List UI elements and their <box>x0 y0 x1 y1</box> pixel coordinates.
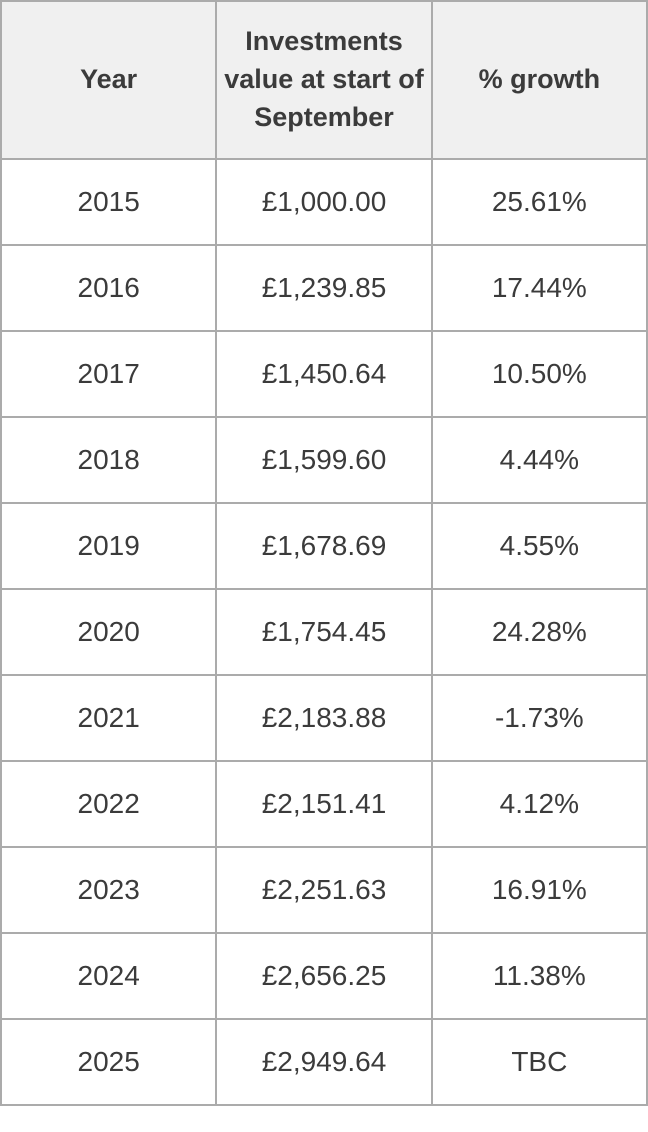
year-cell: 2019 <box>0 502 218 590</box>
table-row: 2020 £1,754.45 24.28% <box>0 588 648 676</box>
value-cell: £1,000.00 <box>215 158 433 246</box>
growth-cell: 25.61% <box>430 158 648 246</box>
column-header-percent-growth: % growth <box>430 0 648 160</box>
table-row: 2025 £2,949.64 TBC <box>0 1018 648 1106</box>
header-row: Year Investments value at start of Septe… <box>0 0 648 160</box>
value-cell: £1,678.69 <box>215 502 433 590</box>
year-cell: 2016 <box>0 244 218 332</box>
value-cell: £2,151.41 <box>215 760 433 848</box>
table-row: 2018 £1,599.60 4.44% <box>0 416 648 504</box>
value-cell: £2,656.25 <box>215 932 433 1020</box>
growth-cell: -1.73% <box>430 674 648 762</box>
growth-cell: 4.12% <box>430 760 648 848</box>
table-row: 2021 £2,183.88 -1.73% <box>0 674 648 762</box>
table-row: 2023 £2,251.63 16.91% <box>0 846 648 934</box>
growth-cell: 11.38% <box>430 932 648 1020</box>
value-cell: £1,599.60 <box>215 416 433 504</box>
growth-cell: 10.50% <box>430 330 648 418</box>
year-cell: 2025 <box>0 1018 218 1106</box>
growth-cell: 24.28% <box>430 588 648 676</box>
year-cell: 2021 <box>0 674 218 762</box>
growth-cell: 4.44% <box>430 416 648 504</box>
investments-growth-table: Year Investments value at start of Septe… <box>0 0 648 1106</box>
value-cell: £1,239.85 <box>215 244 433 332</box>
value-cell: £1,754.45 <box>215 588 433 676</box>
value-cell: £1,450.64 <box>215 330 433 418</box>
table-row: 2015 £1,000.00 25.61% <box>0 158 648 246</box>
year-cell: 2017 <box>0 330 218 418</box>
year-cell: 2024 <box>0 932 218 1020</box>
table-row: 2024 £2,656.25 11.38% <box>0 932 648 1020</box>
year-cell: 2020 <box>0 588 218 676</box>
value-cell: £2,949.64 <box>215 1018 433 1106</box>
value-cell: £2,183.88 <box>215 674 433 762</box>
year-cell: 2018 <box>0 416 218 504</box>
growth-cell: 16.91% <box>430 846 648 934</box>
year-cell: 2015 <box>0 158 218 246</box>
value-cell: £2,251.63 <box>215 846 433 934</box>
year-cell: 2022 <box>0 760 218 848</box>
table-row: 2017 £1,450.64 10.50% <box>0 330 648 418</box>
table-row: 2019 £1,678.69 4.55% <box>0 502 648 590</box>
growth-cell: TBC <box>430 1018 648 1106</box>
table-row: 2016 £1,239.85 17.44% <box>0 244 648 332</box>
column-header-year: Year <box>0 0 218 160</box>
growth-cell: 17.44% <box>430 244 648 332</box>
table-row: 2022 £2,151.41 4.12% <box>0 760 648 848</box>
column-header-investments-value: Investments value at start of September <box>215 0 433 160</box>
year-cell: 2023 <box>0 846 218 934</box>
growth-cell: 4.55% <box>430 502 648 590</box>
